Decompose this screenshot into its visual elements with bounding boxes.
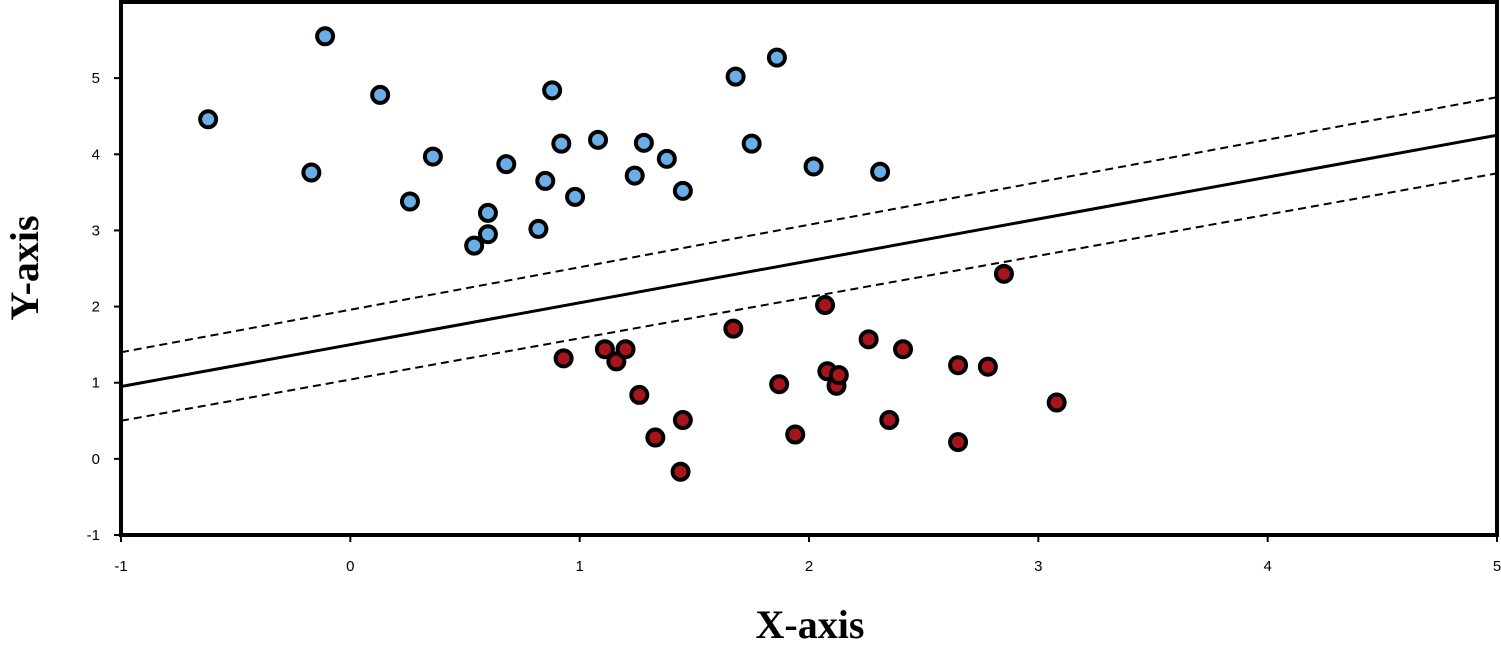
point-series-0-1 (315, 26, 336, 47)
point-series-0-2 (301, 162, 322, 183)
x-tick-label-3: 2 (805, 558, 813, 575)
y-tick-label-5: 4 (92, 146, 100, 163)
point-series-1-14 (828, 365, 849, 386)
point-series-1-7 (672, 410, 693, 431)
point-series-0-10 (528, 218, 549, 239)
y-tick-label-6: 5 (92, 70, 100, 87)
point-series-0-21 (741, 133, 762, 154)
x-axis-label: X-axis (756, 602, 865, 647)
plot-frame (119, 0, 1499, 537)
point-series-1-19 (948, 432, 969, 453)
point-series-0-18 (656, 148, 677, 169)
point-series-0-5 (422, 146, 443, 167)
point-series-0-16 (624, 165, 645, 186)
point-series-0-17 (633, 132, 654, 153)
x-tick-label-0: -1 (114, 558, 127, 575)
point-series-0-22 (766, 47, 787, 68)
point-series-1-10 (785, 424, 806, 445)
point-series-0-20 (725, 66, 746, 87)
y-tick-label-3: 2 (92, 299, 100, 316)
point-series-1-3 (615, 339, 636, 360)
y-axis-label: Y-axis (2, 215, 47, 320)
point-series-1-15 (858, 329, 879, 350)
point-series-1-1 (594, 339, 615, 360)
margin-line-2 (121, 172, 1497, 422)
point-series-0-15 (588, 129, 609, 150)
decision-lines (121, 96, 1497, 422)
point-series-1-11 (815, 295, 836, 316)
y-axis-ticks: -1 0 1 2 3 4 5 (87, 70, 121, 544)
decision-boundary-line (121, 133, 1497, 388)
y-tick-label-4: 3 (92, 222, 100, 239)
point-series-1-6 (670, 461, 691, 482)
point-series-0-13 (551, 133, 572, 154)
point-series-0-3 (370, 84, 391, 105)
x-tick-label-2: 1 (575, 558, 583, 575)
point-series-1-22 (1046, 392, 1067, 413)
y-tick-label-0: -1 (87, 527, 100, 544)
point-series-0-8 (477, 202, 498, 223)
point-series-0-19 (672, 180, 693, 201)
margin-line-1 (121, 96, 1497, 354)
data-points (198, 26, 1067, 482)
y-tick-label-2: 1 (92, 375, 100, 392)
point-series-1-20 (977, 356, 998, 377)
point-series-0-6 (464, 235, 485, 256)
point-series-0-9 (496, 154, 517, 175)
point-series-1-8 (723, 318, 744, 339)
point-series-0-7 (477, 224, 498, 245)
x-tick-label-5: 4 (1263, 558, 1271, 575)
point-series-1-4 (629, 384, 650, 405)
y-tick-label-1: 0 (92, 451, 100, 468)
point-series-0-14 (565, 186, 586, 207)
x-tick-label-4: 3 (1034, 558, 1042, 575)
point-series-1-9 (769, 374, 790, 395)
x-axis-ticks: -1 0 1 2 3 4 5 (114, 535, 1501, 575)
point-series-0-11 (535, 170, 556, 191)
point-series-1-0 (553, 348, 574, 369)
x-tick-label-6: 5 (1493, 558, 1501, 575)
point-series-0-4 (399, 191, 420, 212)
point-series-1-17 (893, 339, 914, 360)
point-series-0-12 (542, 80, 563, 101)
point-series-1-5 (645, 427, 666, 448)
point-series-1-21 (993, 263, 1014, 284)
point-series-0-0 (198, 109, 219, 130)
x-tick-label-1: 0 (346, 558, 354, 575)
point-series-0-24 (870, 161, 891, 182)
point-series-0-23 (803, 156, 824, 177)
point-series-1-16 (879, 410, 900, 431)
point-series-1-18 (948, 355, 969, 376)
